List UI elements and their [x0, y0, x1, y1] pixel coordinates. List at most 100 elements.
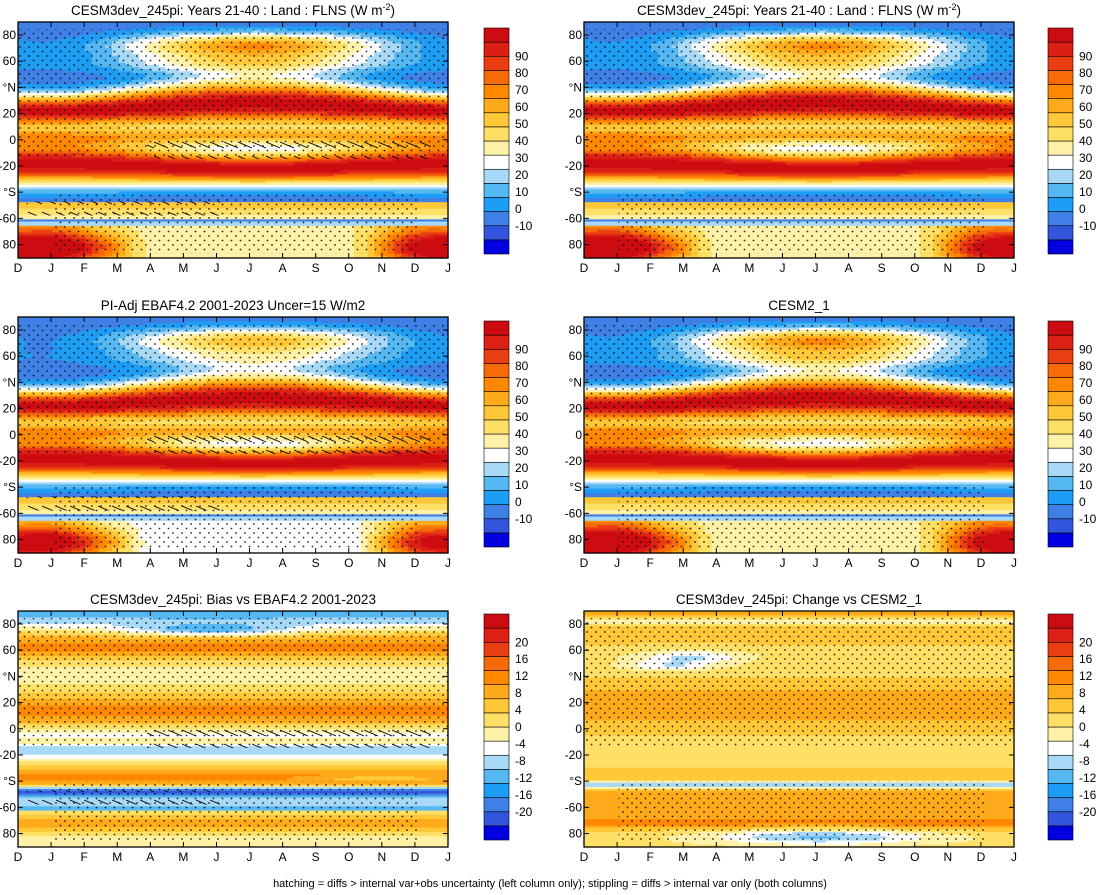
colorbar-swatch [484, 491, 509, 505]
y-tick-label: 80 [3, 827, 17, 841]
x-tick-label: D [977, 556, 986, 570]
colorbar-swatch [1048, 685, 1073, 699]
x-tick-label: J [614, 261, 620, 275]
colorbar-swatch [484, 769, 509, 783]
y-tick-label: °N [569, 375, 582, 389]
x-tick-label: J [1011, 556, 1017, 570]
colorbar-swatch [1048, 420, 1073, 434]
y-tick-label: -20 [0, 159, 16, 173]
stippling-overlay [618, 487, 984, 548]
colorbar-swatch [1048, 656, 1073, 670]
x-tick-label: A [279, 850, 287, 864]
colorbar-tick-label: -4 [515, 737, 526, 751]
colorbar-tick-label: 40 [1079, 134, 1093, 148]
stippling-overlay [618, 192, 984, 253]
x-tick-label: M [678, 850, 688, 864]
colorbar-tick-label: 30 [515, 151, 529, 165]
y-tick-label: °S [569, 185, 582, 199]
colorbar-swatch [484, 321, 509, 335]
colorbar-swatch [484, 363, 509, 377]
colorbar-swatch [484, 226, 509, 240]
x-tick-label: O [344, 556, 353, 570]
x-tick-label: M [678, 261, 688, 275]
x-tick-label: N [378, 261, 387, 275]
colorbar-swatch [1048, 183, 1073, 197]
x-tick-label: D [580, 850, 589, 864]
colorbar-tick-label: -10 [1079, 219, 1097, 233]
x-tick-label: J [213, 261, 219, 275]
colorbar-tick-label: 4 [515, 703, 522, 717]
colorbar-swatch [484, 56, 509, 70]
colorbar-swatch [1048, 628, 1073, 642]
colorbar-swatch [484, 784, 509, 798]
colorbar-tick-label: 0 [1079, 495, 1086, 509]
colorbar-swatch [1048, 406, 1073, 420]
colorbar-swatch [484, 378, 509, 392]
colorbar-tick-label: 80 [515, 66, 529, 80]
colorbar-swatch [1048, 505, 1073, 519]
stippling-overlay [618, 781, 984, 842]
x-tick-label: M [744, 556, 754, 570]
y-tick-label: 60 [3, 54, 17, 68]
colorbar-swatch [484, 656, 509, 670]
colorbar-swatch [1048, 448, 1073, 462]
panel-title: CESM3dev_245pi: Bias vs EBAF4.2 2001-202… [90, 592, 376, 607]
x-tick-label: M [744, 261, 754, 275]
x-tick-label: O [344, 850, 353, 864]
x-tick-label: J [779, 261, 785, 275]
y-tick-label: 80 [569, 533, 583, 547]
y-tick-label: 20 [3, 402, 17, 416]
colorbar-swatch [484, 99, 509, 113]
colorbar-tick-label: 50 [1079, 410, 1093, 424]
colorbar-swatch [484, 70, 509, 84]
colorbar-tick-label: 20 [515, 635, 529, 649]
colorbar-tick-label: -10 [515, 219, 533, 233]
colorbar-tick-label: 40 [515, 427, 529, 441]
x-tick-label: J [813, 556, 819, 570]
y-tick-label: -20 [565, 159, 583, 173]
colorbar-tick-label: 16 [1079, 652, 1093, 666]
colorbar-tick-label: 90 [1079, 49, 1093, 63]
x-tick-label: A [279, 556, 287, 570]
x-tick-label: J [779, 556, 785, 570]
colorbar-swatch [1048, 769, 1073, 783]
colorbar-swatch [484, 335, 509, 349]
colorbar-tick-label: 0 [515, 720, 522, 734]
x-tick-label: J [48, 261, 54, 275]
x-tick-label: D [14, 556, 23, 570]
stippling-overlay [584, 324, 1014, 454]
colorbar-tick-label: 12 [515, 669, 529, 683]
colorbar-tick-label: -10 [1079, 512, 1097, 526]
colorbar-tick-label: -12 [515, 771, 533, 785]
colorbar-swatch [1048, 727, 1073, 741]
colorbar-tick-label: 60 [515, 100, 529, 114]
colorbar-swatch [1048, 519, 1073, 533]
x-tick-label: J [247, 556, 253, 570]
colorbar-swatch [1048, 826, 1073, 840]
colorbar-swatch [1048, 434, 1073, 448]
colorbar-tick-label: 70 [1079, 83, 1093, 97]
x-tick-label: A [845, 850, 853, 864]
y-tick-label: 60 [569, 643, 583, 657]
colorbar-swatch [1048, 155, 1073, 169]
y-tick-label: 80 [3, 323, 17, 337]
x-tick-label: D [580, 556, 589, 570]
y-tick-label: 20 [569, 402, 583, 416]
colorbar-swatch [484, 462, 509, 476]
stippling-overlay [18, 618, 448, 748]
x-tick-label: O [910, 261, 919, 275]
colorbar-tick-label: 10 [515, 185, 529, 199]
y-tick-label: 80 [569, 238, 583, 252]
x-tick-label: M [678, 556, 688, 570]
colorbar-tick-label: -16 [1079, 788, 1097, 802]
colorbar-tick-label: 8 [1079, 686, 1086, 700]
y-tick-label: 0 [9, 722, 16, 736]
colorbar-swatch [1048, 491, 1073, 505]
x-tick-label: D [14, 850, 23, 864]
colorbar-swatch [1048, 70, 1073, 84]
colorbar-tick-label: 20 [515, 168, 529, 182]
colorbar-swatch [484, 533, 509, 547]
x-tick-label: A [845, 556, 853, 570]
